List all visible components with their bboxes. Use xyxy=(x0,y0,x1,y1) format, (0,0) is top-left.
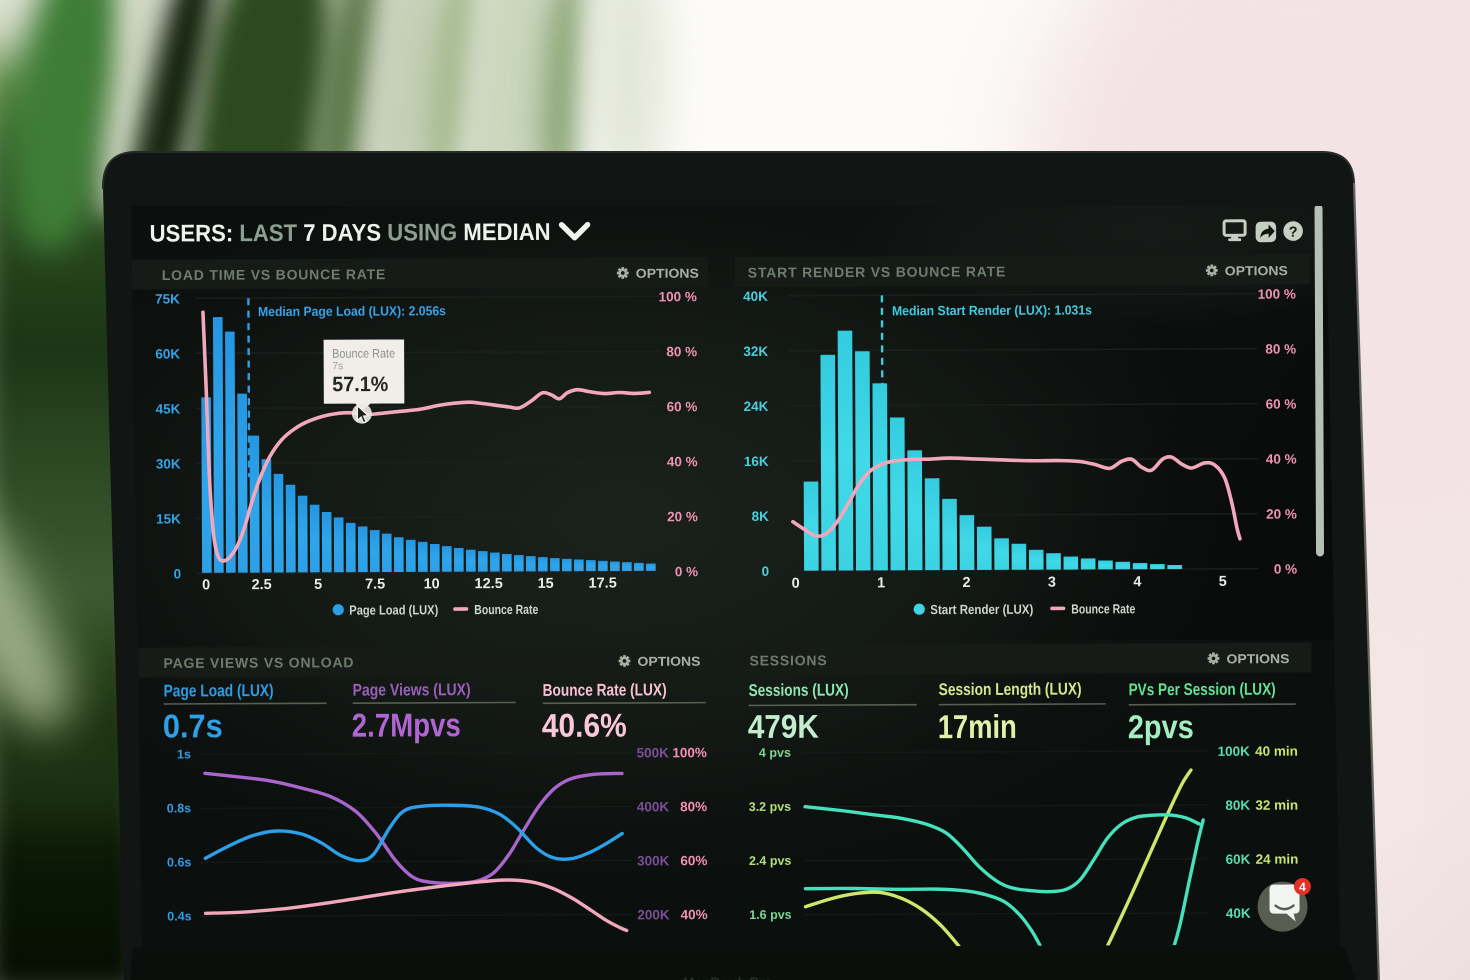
svg-text:12.5: 12.5 xyxy=(474,576,502,592)
svg-text:0.7s: 0.7s xyxy=(163,707,223,744)
svg-text:479K: 479K xyxy=(748,708,819,745)
svg-text:?: ? xyxy=(1289,225,1298,241)
svg-text:40%: 40% xyxy=(681,907,708,922)
svg-text:24K: 24K xyxy=(744,399,769,414)
svg-text:2pvs: 2pvs xyxy=(1128,708,1194,745)
svg-text:40K: 40K xyxy=(743,289,768,304)
svg-text:3: 3 xyxy=(1048,575,1056,591)
svg-text:8K: 8K xyxy=(752,509,770,524)
svg-text:Bounce Rate: Bounce Rate xyxy=(1071,601,1135,616)
svg-text:200K: 200K xyxy=(637,907,670,922)
svg-text:0: 0 xyxy=(174,566,182,581)
svg-text:17min: 17min xyxy=(938,708,1017,745)
svg-text:0: 0 xyxy=(202,577,210,593)
svg-text:4: 4 xyxy=(1299,880,1306,894)
svg-text:400K: 400K xyxy=(637,799,670,814)
svg-text:LOAD TIME VS BOUNCE RATE: LOAD TIME VS BOUNCE RATE xyxy=(162,266,386,283)
svg-text:OPTIONS: OPTIONS xyxy=(1226,651,1289,666)
svg-text:3.2 pvs: 3.2 pvs xyxy=(749,800,791,814)
svg-text:32K: 32K xyxy=(743,344,768,359)
svg-text:60%: 60% xyxy=(680,853,707,868)
svg-text:1: 1 xyxy=(877,575,885,591)
svg-text:17.5: 17.5 xyxy=(588,576,616,592)
svg-text:1.6 pvs: 1.6 pvs xyxy=(749,908,791,922)
svg-text:60 %: 60 % xyxy=(667,399,698,414)
svg-text:20 %: 20 % xyxy=(1266,507,1297,522)
svg-text:Bounce Rate (LUX): Bounce Rate (LUX) xyxy=(543,680,667,700)
svg-text:0.6s: 0.6s xyxy=(167,855,191,869)
svg-text:Bounce Rate: Bounce Rate xyxy=(474,602,538,617)
svg-text:40 %: 40 % xyxy=(667,454,698,469)
svg-text:40 %: 40 % xyxy=(1266,452,1297,467)
svg-text:0 %: 0 % xyxy=(1274,562,1297,577)
svg-text:80K: 80K xyxy=(1225,798,1250,813)
svg-text:40K: 40K xyxy=(1226,906,1251,921)
svg-text:300K: 300K xyxy=(637,853,670,868)
svg-text:80 %: 80 % xyxy=(1265,342,1296,357)
svg-text:OPTIONS: OPTIONS xyxy=(637,654,700,669)
svg-text:80 %: 80 % xyxy=(666,344,697,359)
svg-text:40 min: 40 min xyxy=(1255,744,1298,759)
svg-text:100%: 100% xyxy=(672,745,707,760)
svg-text:OPTIONS: OPTIONS xyxy=(1225,263,1288,278)
svg-text:SESSIONS: SESSIONS xyxy=(749,652,827,668)
svg-text:100 %: 100 % xyxy=(1258,287,1296,302)
svg-text:0 %: 0 % xyxy=(675,564,698,579)
svg-text:0: 0 xyxy=(792,576,800,592)
svg-text:2.4 pvs: 2.4 pvs xyxy=(749,854,791,868)
svg-text:60 %: 60 % xyxy=(1266,397,1297,412)
svg-text:5: 5 xyxy=(1219,574,1227,590)
svg-text:45K: 45K xyxy=(156,401,181,416)
svg-text:57.1%: 57.1% xyxy=(332,373,388,396)
svg-text:START RENDER VS BOUNCE RATE: START RENDER VS BOUNCE RATE xyxy=(748,263,1006,280)
svg-text:16K: 16K xyxy=(744,454,769,469)
svg-text:USERS: LAST 7 DAYS USING MEDIA: USERS: LAST 7 DAYS USING MEDIAN xyxy=(150,219,551,248)
svg-text:MacBook Pro: MacBook Pro xyxy=(683,975,773,980)
svg-text:5: 5 xyxy=(314,577,322,593)
svg-text:Sessions (LUX): Sessions (LUX) xyxy=(749,681,849,700)
svg-text:30K: 30K xyxy=(156,456,181,471)
svg-text:PVs Per Session (LUX): PVs Per Session (LUX) xyxy=(1129,680,1276,700)
svg-text:60K: 60K xyxy=(1226,852,1251,867)
svg-text:15K: 15K xyxy=(156,511,181,526)
svg-text:2.7Mpvs: 2.7Mpvs xyxy=(352,706,461,743)
svg-text:0: 0 xyxy=(762,564,770,579)
svg-text:20 %: 20 % xyxy=(667,509,698,524)
svg-text:60K: 60K xyxy=(155,346,180,361)
svg-text:10: 10 xyxy=(424,576,440,592)
svg-text:4 pvs: 4 pvs xyxy=(759,746,791,760)
svg-text:2: 2 xyxy=(962,575,970,591)
svg-text:75K: 75K xyxy=(155,291,180,306)
svg-text:2.5: 2.5 xyxy=(252,577,272,593)
svg-text:80%: 80% xyxy=(680,799,707,814)
svg-text:Start Render (LUX): Start Render (LUX) xyxy=(930,602,1033,617)
svg-text:0.4s: 0.4s xyxy=(167,909,191,923)
svg-text:Page Views (LUX): Page Views (LUX) xyxy=(353,680,471,700)
svg-text:32 min: 32 min xyxy=(1255,798,1298,813)
svg-text:Bounce Rate: Bounce Rate xyxy=(332,346,395,360)
svg-text:Page Load (LUX): Page Load (LUX) xyxy=(349,602,438,617)
svg-text:24 min: 24 min xyxy=(1256,852,1299,867)
svg-text:PAGE VIEWS VS ONLOAD: PAGE VIEWS VS ONLOAD xyxy=(163,654,354,671)
svg-text:Median Page Load (LUX): 2.056s: Median Page Load (LUX): 2.056s xyxy=(258,303,446,319)
svg-text:4: 4 xyxy=(1133,574,1141,590)
svg-text:Page Load (LUX): Page Load (LUX) xyxy=(164,681,274,700)
svg-text:1s: 1s xyxy=(177,747,191,761)
svg-text:7s: 7s xyxy=(332,360,343,372)
svg-text:7.5: 7.5 xyxy=(365,577,385,593)
svg-text:500K: 500K xyxy=(637,745,670,760)
svg-text:100 %: 100 % xyxy=(659,289,697,304)
svg-text:0.8s: 0.8s xyxy=(167,801,191,815)
svg-text:100K: 100K xyxy=(1218,744,1251,759)
svg-text:15: 15 xyxy=(538,576,554,592)
svg-text:Median Start Render (LUX): 1.0: Median Start Render (LUX): 1.031s xyxy=(892,302,1092,318)
svg-text:40.6%: 40.6% xyxy=(542,706,627,743)
svg-text:OPTIONS: OPTIONS xyxy=(636,266,699,281)
svg-text:Session Length (LUX): Session Length (LUX) xyxy=(939,679,1082,699)
